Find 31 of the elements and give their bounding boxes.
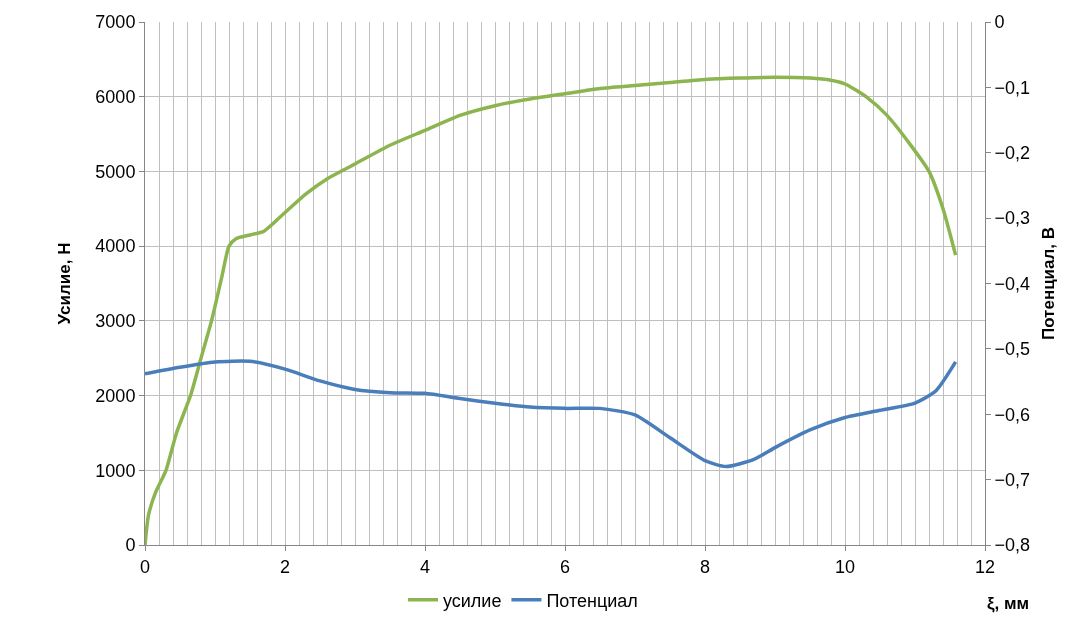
x-tick-label: 0 <box>139 556 151 577</box>
line-series <box>145 75 958 545</box>
y2-tick-label: −0,6 <box>994 404 1031 425</box>
y-tick-label: 4000 <box>95 236 136 257</box>
y-tick-label: 6000 <box>95 87 136 108</box>
x-tick-label: 12 <box>974 556 996 577</box>
y2-tick-label: −0,4 <box>994 273 1031 294</box>
y2-tick-label: −0,3 <box>994 208 1031 229</box>
y-tick-label: 0 <box>125 535 136 556</box>
y-tick-label: 3000 <box>95 311 136 332</box>
x-tick-label: 10 <box>834 556 856 577</box>
y-tick-label: 2000 <box>95 385 136 406</box>
y2-tick-label: −0,2 <box>994 143 1031 164</box>
x-tick-label: 8 <box>699 556 711 577</box>
y2-tick-label: 0 <box>994 12 1005 33</box>
y-axis-title: Усилие, Н <box>54 242 74 325</box>
x-tick-label: 2 <box>279 556 291 577</box>
y-tick-label: 1000 <box>95 460 136 481</box>
y2-tick-label: −0,7 <box>994 469 1031 490</box>
x-tick-label: 6 <box>559 556 571 577</box>
y-tick-label: 5000 <box>95 161 136 182</box>
y-tick-label: 7000 <box>95 12 136 33</box>
line-series <box>145 359 958 469</box>
y2-axis-title: Потенциал, В <box>1038 226 1058 341</box>
legend-label: усилие <box>443 590 502 611</box>
y2-tick-label: −0,1 <box>994 77 1031 98</box>
y2-tick-label: −0,5 <box>994 339 1031 360</box>
y2-tick-label: −0,8 <box>994 535 1031 556</box>
x-axis-title: ξ, мм <box>987 594 1030 613</box>
legend-label: Потенциал <box>546 590 638 611</box>
x-tick-label: 4 <box>419 556 431 577</box>
